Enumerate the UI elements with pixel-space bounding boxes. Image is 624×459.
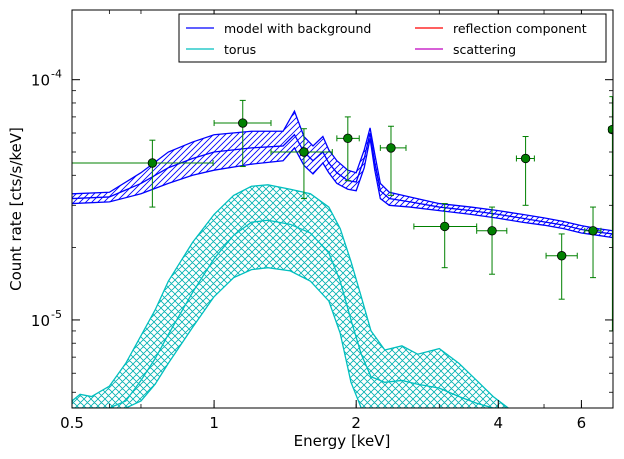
data-point-0 [147,158,158,168]
y-tick-label-0: 10 [31,312,50,330]
model-model-line [72,132,613,235]
model-with-background-series [72,109,613,239]
y-tick-label-1: 10 [31,72,50,90]
y-tick-exponent-1: -4 [51,68,62,81]
data-point-3 [343,133,353,144]
data-point-6 [487,226,497,236]
x-tick-label-2: 2 [351,414,361,432]
torus-band-fill [72,184,509,408]
data-point-4 [386,143,396,153]
model-band-fill [72,111,613,238]
legend-label-scattering: scattering [453,42,516,57]
data-point-9 [588,226,598,236]
data-point-1 [238,118,248,128]
legend-label-model: model with background [224,21,371,36]
data-point-8 [556,251,567,261]
x-tick-label-3: 4 [494,414,504,432]
data-point-10 [607,124,613,135]
y-tick-exponent-0: -5 [51,308,62,321]
torus-lower-line [72,267,509,408]
torus-series [72,184,509,408]
torus-model-line [72,219,509,408]
legend: model with background torus reflection c… [178,13,607,63]
x-tick-label-0: 0.5 [60,414,84,432]
model-lower-line [72,138,613,239]
x-axis-label: Energy [keV] [294,432,391,450]
x-tick-label-4: 6 [577,414,587,432]
torus-upper-line [72,184,509,408]
data-points [72,96,613,332]
data-point-5 [440,221,450,232]
model-upper-line [72,109,613,232]
plot-frame [71,9,614,409]
plot-area [72,96,613,408]
data-point-2 [299,147,309,157]
legend-box [178,13,607,63]
data-point-7 [520,153,531,164]
legend-label-torus: torus [224,42,256,57]
x-tick-label-1: 1 [209,414,219,432]
legend-label-reflection: reflection component [453,21,587,36]
axis-ticks: 0.5 1 2 4 610-510-4 [31,10,614,432]
y-axis-label: Count rate [cts/s/keV] [7,127,25,291]
